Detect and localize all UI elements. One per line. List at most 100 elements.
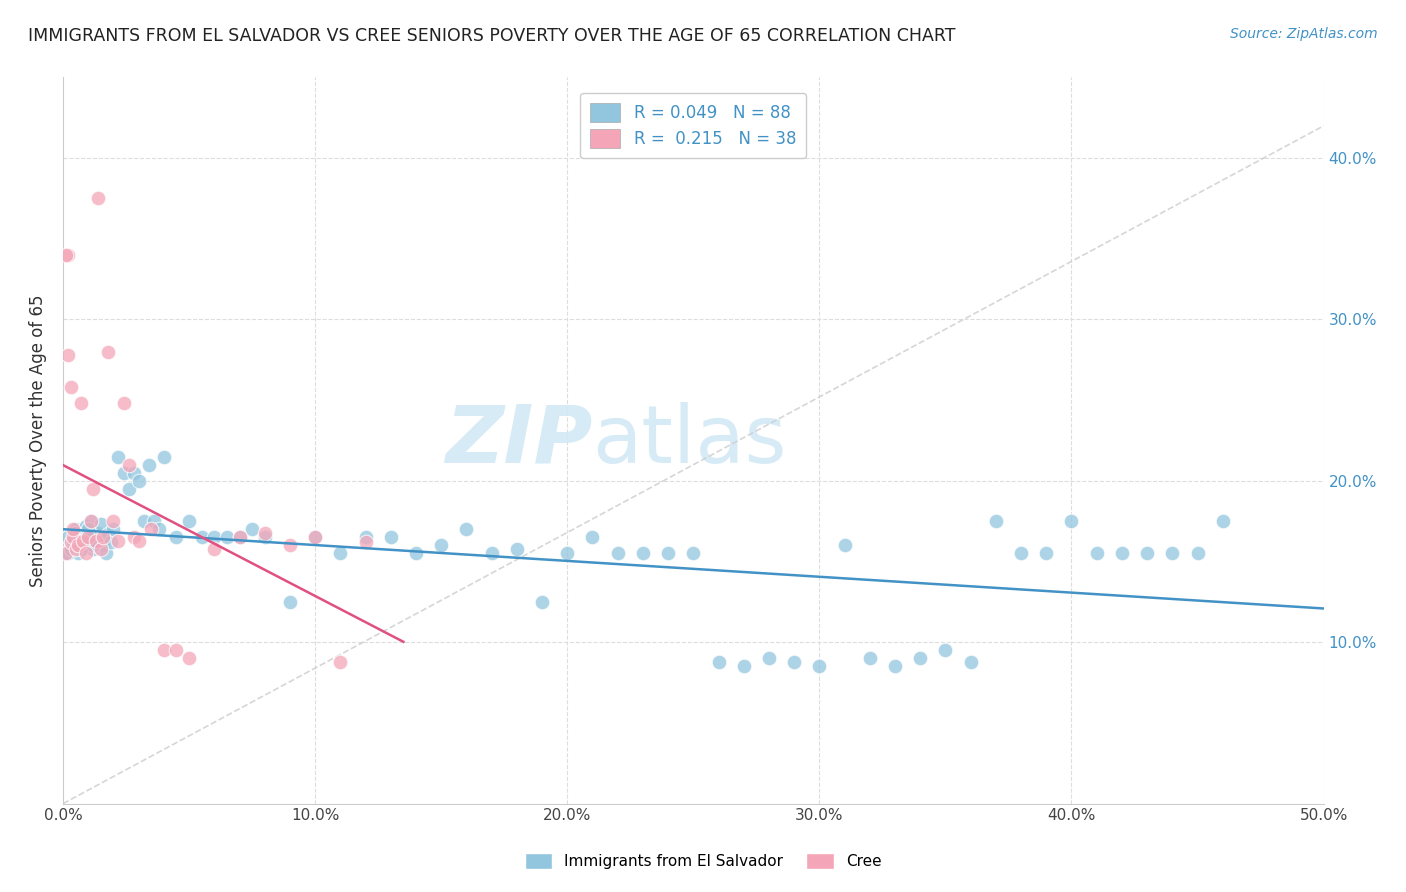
Point	[56, 547, 79, 561]
Point	[77, 530, 100, 544]
Point	[62, 533, 84, 548]
Point	[808, 659, 831, 673]
Point	[87, 525, 110, 540]
Point	[1161, 547, 1184, 561]
Point	[93, 530, 115, 544]
Point	[75, 547, 97, 561]
Point	[380, 530, 402, 544]
Point	[112, 396, 135, 410]
Point	[354, 535, 377, 549]
Point	[69, 541, 91, 556]
Point	[100, 535, 122, 549]
Point	[148, 522, 170, 536]
Point	[228, 530, 250, 544]
Point	[884, 659, 907, 673]
Point	[228, 530, 250, 544]
Point	[97, 527, 120, 541]
Point	[84, 533, 107, 548]
Point	[1085, 547, 1108, 561]
Point	[758, 651, 780, 665]
Text: Source: ZipAtlas.com: Source: ZipAtlas.com	[1230, 27, 1378, 41]
Point	[682, 547, 704, 561]
Point	[112, 466, 135, 480]
Point	[56, 530, 79, 544]
Point	[56, 248, 79, 262]
Point	[354, 530, 377, 544]
Point	[506, 541, 529, 556]
Point	[202, 541, 225, 556]
Point	[190, 530, 212, 544]
Point	[117, 458, 139, 472]
Point	[55, 547, 77, 561]
Text: ZIP: ZIP	[446, 401, 592, 480]
Point	[87, 191, 110, 205]
Point	[56, 348, 79, 362]
Point	[1060, 514, 1083, 528]
Point	[253, 525, 276, 540]
Point	[707, 655, 730, 669]
Point	[733, 659, 755, 673]
Point	[834, 538, 856, 552]
Point	[69, 396, 91, 410]
Point	[405, 547, 427, 561]
Point	[62, 530, 84, 544]
Point	[430, 538, 453, 552]
Point	[1136, 547, 1159, 561]
Point	[555, 547, 578, 561]
Point	[153, 643, 176, 657]
Point	[304, 530, 326, 544]
Point	[93, 538, 115, 552]
Point	[142, 514, 165, 528]
Point	[75, 519, 97, 533]
Point	[177, 514, 200, 528]
Point	[80, 514, 103, 528]
Point	[75, 530, 97, 544]
Point	[329, 655, 352, 669]
Point	[69, 525, 91, 540]
Point	[107, 450, 129, 464]
Point	[908, 651, 931, 665]
Point	[481, 547, 503, 561]
Point	[240, 522, 263, 536]
Point	[103, 522, 125, 536]
Point	[177, 651, 200, 665]
Point	[657, 547, 679, 561]
Point	[132, 514, 155, 528]
Point	[97, 344, 120, 359]
Point	[153, 450, 176, 464]
Point	[1111, 547, 1133, 561]
Point	[304, 530, 326, 544]
Point	[984, 514, 1007, 528]
Point	[166, 643, 188, 657]
Point	[456, 522, 478, 536]
Point	[67, 533, 90, 548]
Y-axis label: Seniors Poverty Over the Age of 65: Seniors Poverty Over the Age of 65	[30, 294, 46, 587]
Point	[215, 530, 238, 544]
Point	[1010, 547, 1032, 561]
Point	[138, 458, 160, 472]
Point	[67, 547, 90, 561]
Point	[59, 535, 82, 549]
Point	[1187, 547, 1209, 561]
Point	[934, 643, 956, 657]
Point	[1212, 514, 1234, 528]
Point	[82, 482, 104, 496]
Point	[65, 522, 87, 536]
Point	[959, 655, 981, 669]
Point	[859, 651, 882, 665]
Point	[62, 535, 84, 549]
Point	[278, 538, 301, 552]
Point	[581, 530, 603, 544]
Point	[606, 547, 628, 561]
Point	[783, 655, 806, 669]
Point	[531, 595, 554, 609]
Point	[77, 530, 100, 544]
Point	[55, 248, 77, 262]
Point	[65, 525, 87, 540]
Point	[122, 466, 145, 480]
Point	[141, 522, 163, 536]
Point	[166, 530, 188, 544]
Point	[90, 541, 112, 556]
Point	[72, 533, 94, 548]
Point	[90, 517, 112, 532]
